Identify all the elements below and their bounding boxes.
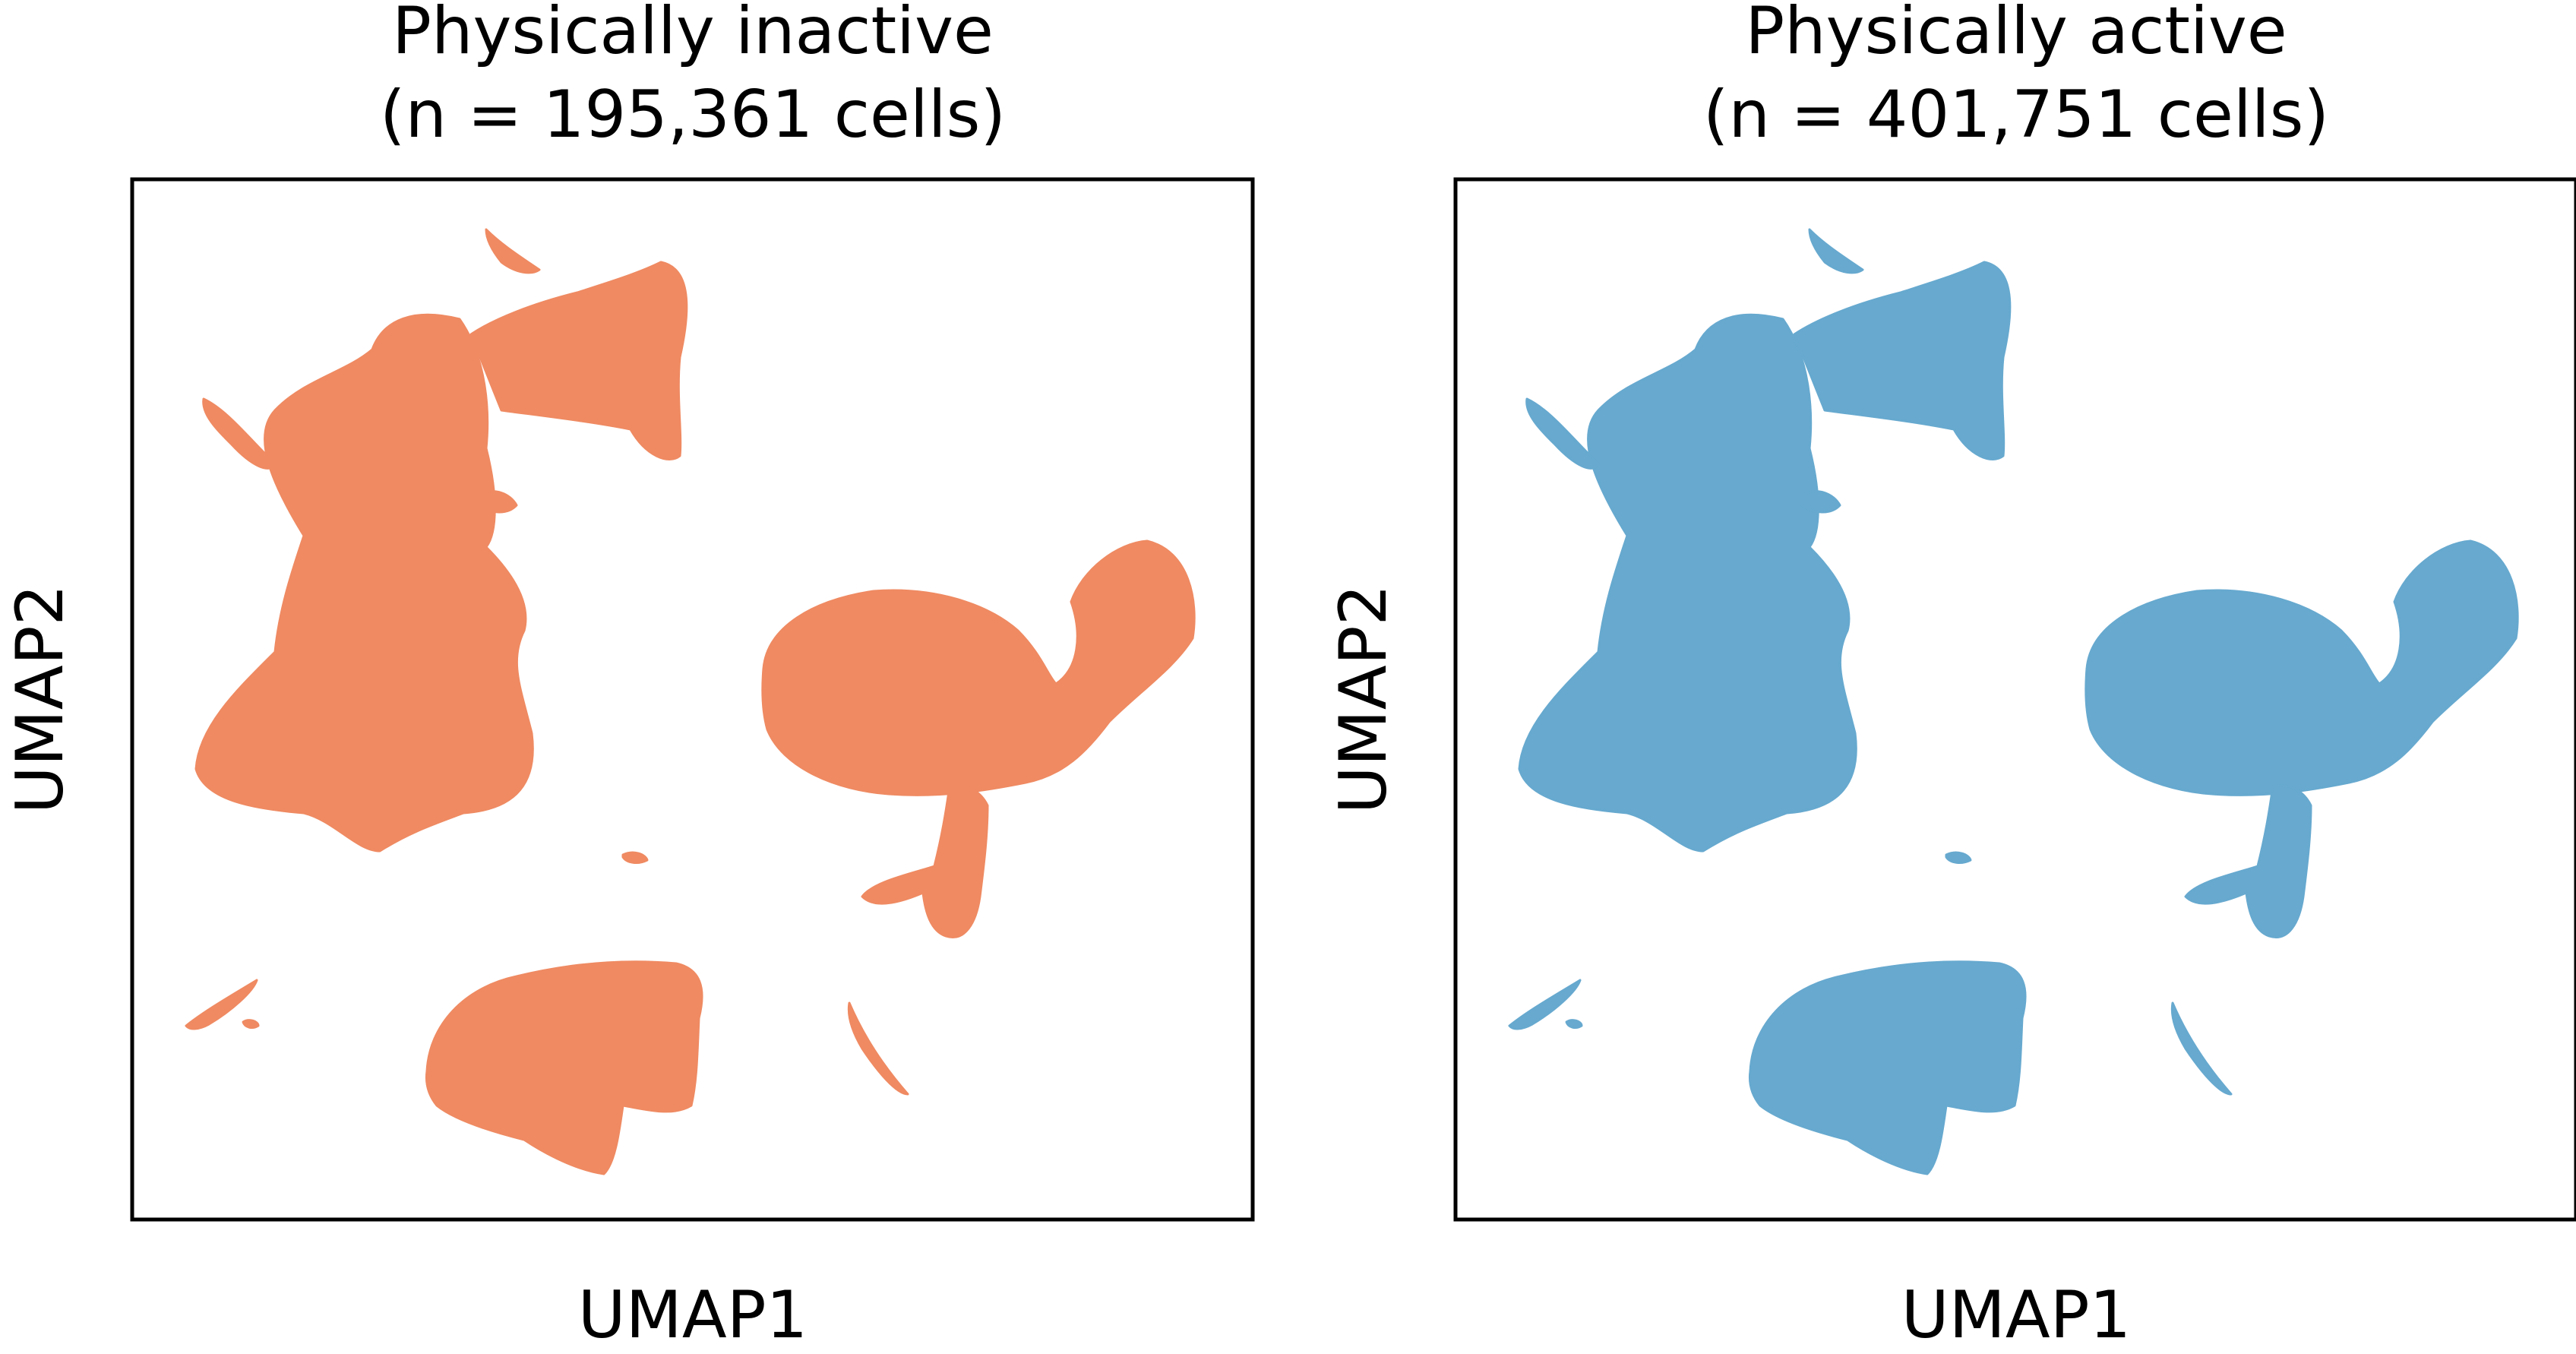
cell-cluster-10 <box>621 851 649 864</box>
cell-cluster-7 <box>861 784 989 938</box>
cell-cluster-11 <box>1508 979 1582 1030</box>
umap-chart-inactive: Physically inactive (n = 195,361 cells) … <box>2 0 1255 1353</box>
chart-title-line2: (n = 401,751 cells) <box>1703 77 2329 153</box>
plot-frame <box>130 177 1255 1222</box>
cell-cluster-5 <box>1800 490 1841 514</box>
chart-title-line1: Physically inactive <box>392 0 994 69</box>
cell-cluster-11 <box>185 979 258 1030</box>
cell-cluster-9 <box>1748 960 2027 1175</box>
cell-cluster-8 <box>2170 1001 2233 1096</box>
panel-inactive: Physically inactive (n = 195,361 cells) … <box>2 0 1255 1353</box>
cell-cluster-8 <box>847 1001 909 1096</box>
cell-cluster-12 <box>1565 1019 1583 1029</box>
cell-cluster-10 <box>1945 851 1972 864</box>
cell-cluster-12 <box>242 1019 260 1029</box>
cell-cluster-7 <box>2184 784 2312 938</box>
chart-title-line2: (n = 195,361 cells) <box>380 77 1006 153</box>
cell-cluster-3 <box>1808 228 1864 274</box>
x-axis-label: UMAP1 <box>1901 1277 2132 1353</box>
y-axis-label: UMAP2 <box>2 584 78 815</box>
cell-cluster-4 <box>1525 397 1600 470</box>
x-axis-label: UMAP1 <box>578 1277 808 1353</box>
chart-title-line1: Physically active <box>1745 0 2287 69</box>
cell-clusters <box>1508 228 2519 1175</box>
plot-frame <box>1453 177 2576 1222</box>
cell-cluster-9 <box>425 960 703 1175</box>
cell-cluster-2 <box>469 261 688 460</box>
cell-cluster-3 <box>485 228 541 274</box>
cell-cluster-6 <box>2085 539 2519 796</box>
cell-clusters <box>185 228 1196 1175</box>
cell-cluster-1 <box>194 313 534 853</box>
panel-active: Physically active (n = 401,751 cells) UM… <box>1323 0 2576 1354</box>
cell-cluster-6 <box>761 539 1196 796</box>
cell-cluster-4 <box>202 397 277 470</box>
cell-cluster-5 <box>477 490 518 514</box>
umap-chart-active: Physically active (n = 401,751 cells) UM… <box>1326 0 2576 1353</box>
cell-cluster-2 <box>1793 261 2012 460</box>
y-axis-label: UMAP2 <box>1326 584 1402 815</box>
cell-cluster-1 <box>1518 313 1857 853</box>
